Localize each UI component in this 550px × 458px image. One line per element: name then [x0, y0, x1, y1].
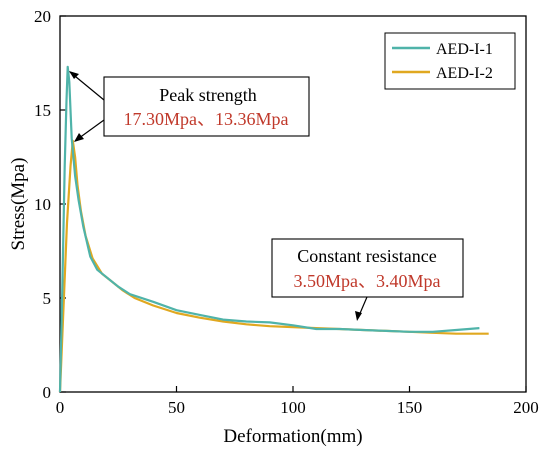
peak-annotation-value: 17.30Mpa、13.36Mpa [124, 109, 289, 129]
peak-arrowhead-1 [69, 71, 79, 79]
y-tick-label: 20 [34, 7, 51, 26]
y-tick-label: 10 [34, 195, 51, 214]
peak-annotation-box [103, 76, 310, 137]
series-layer [58, 65, 489, 393]
y-axis-title: Stress(Mpa) [8, 158, 29, 251]
constant-resistance-annotation: Constant resistance 3.50Mpa、3.40Mpa [271, 238, 464, 321]
peak-annotation-title: Peak strength [159, 85, 256, 105]
legend-label-aed-i-2: AED-I-2 [436, 65, 493, 82]
peak-strength-annotation: Peak strength 17.30Mpa、13.36Mpa [69, 71, 310, 142]
legend: AED-I-1 AED-I-2 [384, 32, 516, 90]
y-tick-label: 5 [43, 289, 52, 308]
legend-box [384, 32, 516, 90]
y-tick-label: 0 [43, 383, 52, 402]
resistance-annotation-title: Constant resistance [297, 246, 436, 266]
legend-label-aed-i-1: AED-I-1 [436, 41, 493, 58]
resistance-annotation-value: 3.50Mpa、3.40Mpa [294, 271, 441, 291]
x-axis-title: Deformation(mm) [223, 426, 362, 447]
x-tick-label: 100 [280, 398, 306, 417]
x-tick-label: 50 [168, 398, 185, 417]
x-tick-label: 0 [56, 398, 65, 417]
x-tick-label: 200 [513, 398, 539, 417]
resistance-annotation-box [271, 238, 464, 298]
x-tick-label: 150 [397, 398, 423, 417]
ticks-layer: 0 50 100 150 200 0 5 10 15 20 [34, 7, 539, 417]
peak-arrowhead-2 [74, 133, 84, 142]
series-line-aed-i-1 [58, 65, 480, 393]
y-tick-label: 15 [34, 101, 51, 120]
resistance-arrowhead [355, 311, 362, 321]
